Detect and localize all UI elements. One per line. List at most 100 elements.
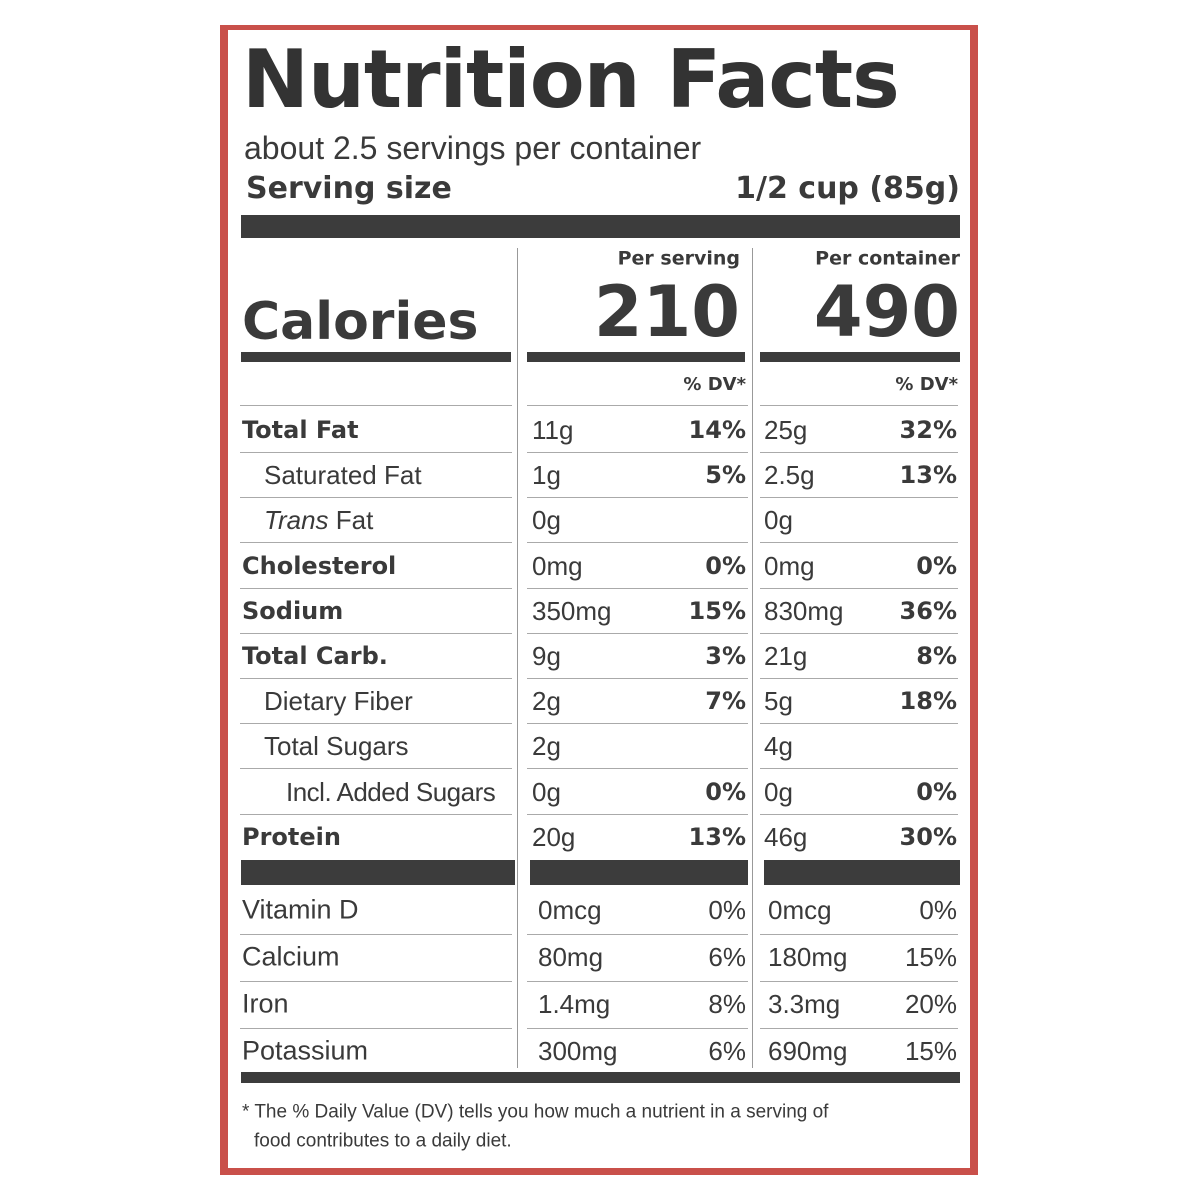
amount: 690mg (768, 1036, 848, 1066)
daily-value: 8% (708, 989, 746, 1019)
row-rule (527, 723, 748, 725)
row-rule (240, 723, 512, 725)
daily-value: 13% (688, 822, 746, 851)
amount: 4g (764, 731, 793, 762)
calories-value: 210 (593, 271, 740, 353)
daily-value: 0% (919, 895, 957, 925)
row-rule (760, 587, 958, 589)
amount: 11g (532, 415, 574, 445)
column-divider (517, 248, 518, 1068)
servings: about 2.5 servings per container (244, 130, 702, 166)
row-rule (527, 678, 748, 679)
daily-value: 15% (688, 596, 746, 625)
amount: 3.3mg (768, 989, 841, 1019)
daily-value: 13% (899, 461, 957, 490)
thick-rule (530, 860, 748, 885)
title: Nutrition Facts (242, 33, 900, 126)
nutrient-label: Incl. Added Sugars (286, 776, 496, 807)
row-rule (240, 813, 512, 815)
row-rule (527, 981, 748, 982)
rule (241, 352, 511, 362)
row-rule (527, 452, 748, 453)
daily-value: 36% (899, 596, 957, 625)
row-rule (240, 587, 512, 589)
rule (527, 352, 745, 362)
amount: 0g (532, 776, 561, 807)
column-divider (752, 248, 753, 1068)
row-rule (240, 497, 512, 499)
row-rule (240, 934, 512, 935)
amount: 9g (532, 641, 561, 671)
amount: 180mg (768, 942, 848, 972)
calories-label: Calories (242, 292, 479, 352)
row-rule (527, 405, 748, 406)
amount: 0mcg (768, 895, 832, 925)
nutrient-label: Total Fat (242, 416, 359, 444)
footnote: * The % Daily Value (DV) tells you how m… (242, 1101, 829, 1123)
row-rule (760, 981, 958, 982)
label-text: Fat (335, 505, 374, 536)
amount: 0g (532, 505, 561, 536)
daily-value: 0% (916, 551, 957, 580)
nutrient-label: Total Sugars (264, 731, 409, 762)
row-rule (760, 497, 958, 499)
row-rule (527, 542, 748, 544)
daily-value: 0% (705, 777, 746, 806)
amount: 0g (764, 505, 793, 536)
row-rule (760, 542, 958, 544)
row-rule (240, 981, 512, 982)
nutrient-label: Sodium (242, 596, 344, 625)
label-italic: Trans (264, 505, 329, 536)
row-rule (760, 723, 958, 725)
nutrient-label: Dietary Fiber (264, 686, 413, 717)
nutrient-label: Total Carb. (242, 642, 388, 670)
amount: 2.5g (764, 460, 815, 491)
amount: 2g (532, 686, 561, 717)
amount: 46g (764, 821, 808, 852)
amount: 80mg (538, 942, 604, 972)
serving-size: 1/2 cup (85g) (735, 171, 960, 206)
nutrient-label: Protein (242, 822, 341, 851)
amount: 25g (764, 415, 808, 445)
daily-value: 7% (705, 687, 746, 716)
row-rule (527, 768, 748, 770)
daily-value: 30% (899, 822, 957, 851)
row-rule (760, 632, 958, 634)
row-rule (527, 934, 748, 935)
daily-value: 14% (688, 416, 746, 444)
column-heading: Per container (815, 247, 960, 270)
row-rule (527, 497, 748, 499)
serving-size-label: Serving size (246, 171, 452, 206)
calories-value: 490 (813, 271, 960, 353)
daily-value: 0% (916, 777, 957, 806)
daily-value: 20% (904, 989, 957, 1019)
row-rule (760, 768, 958, 770)
row-rule (527, 1028, 748, 1029)
rule (760, 352, 960, 362)
row-rule (240, 405, 512, 406)
row-rule (760, 678, 958, 679)
footnote: food contributes to a daily diet. (254, 1130, 512, 1152)
thick-rule (241, 215, 960, 238)
row-rule (760, 934, 958, 935)
row-rule (240, 542, 512, 544)
row-rule (760, 405, 958, 406)
amount: 20g (532, 821, 576, 852)
nutrient-label: Calcium (242, 941, 340, 972)
daily-value: 15% (904, 942, 957, 972)
row-rule (527, 587, 748, 589)
daily-value: 32% (899, 416, 957, 444)
amount: 350mg (532, 595, 612, 626)
amount: 0g (764, 776, 793, 807)
amount: 0mg (764, 550, 815, 581)
nutrient-label: Iron (242, 988, 289, 1019)
row-rule (760, 452, 958, 453)
daily-value: 5% (705, 461, 746, 490)
nutrient-label: Trans Fat (264, 507, 373, 533)
row-rule (240, 632, 512, 634)
daily-value: 0% (705, 551, 746, 580)
row-rule (527, 632, 748, 634)
daily-value: 15% (904, 1036, 957, 1066)
column-heading: Per serving (617, 247, 740, 270)
dv-heading: % DV* (895, 374, 958, 395)
